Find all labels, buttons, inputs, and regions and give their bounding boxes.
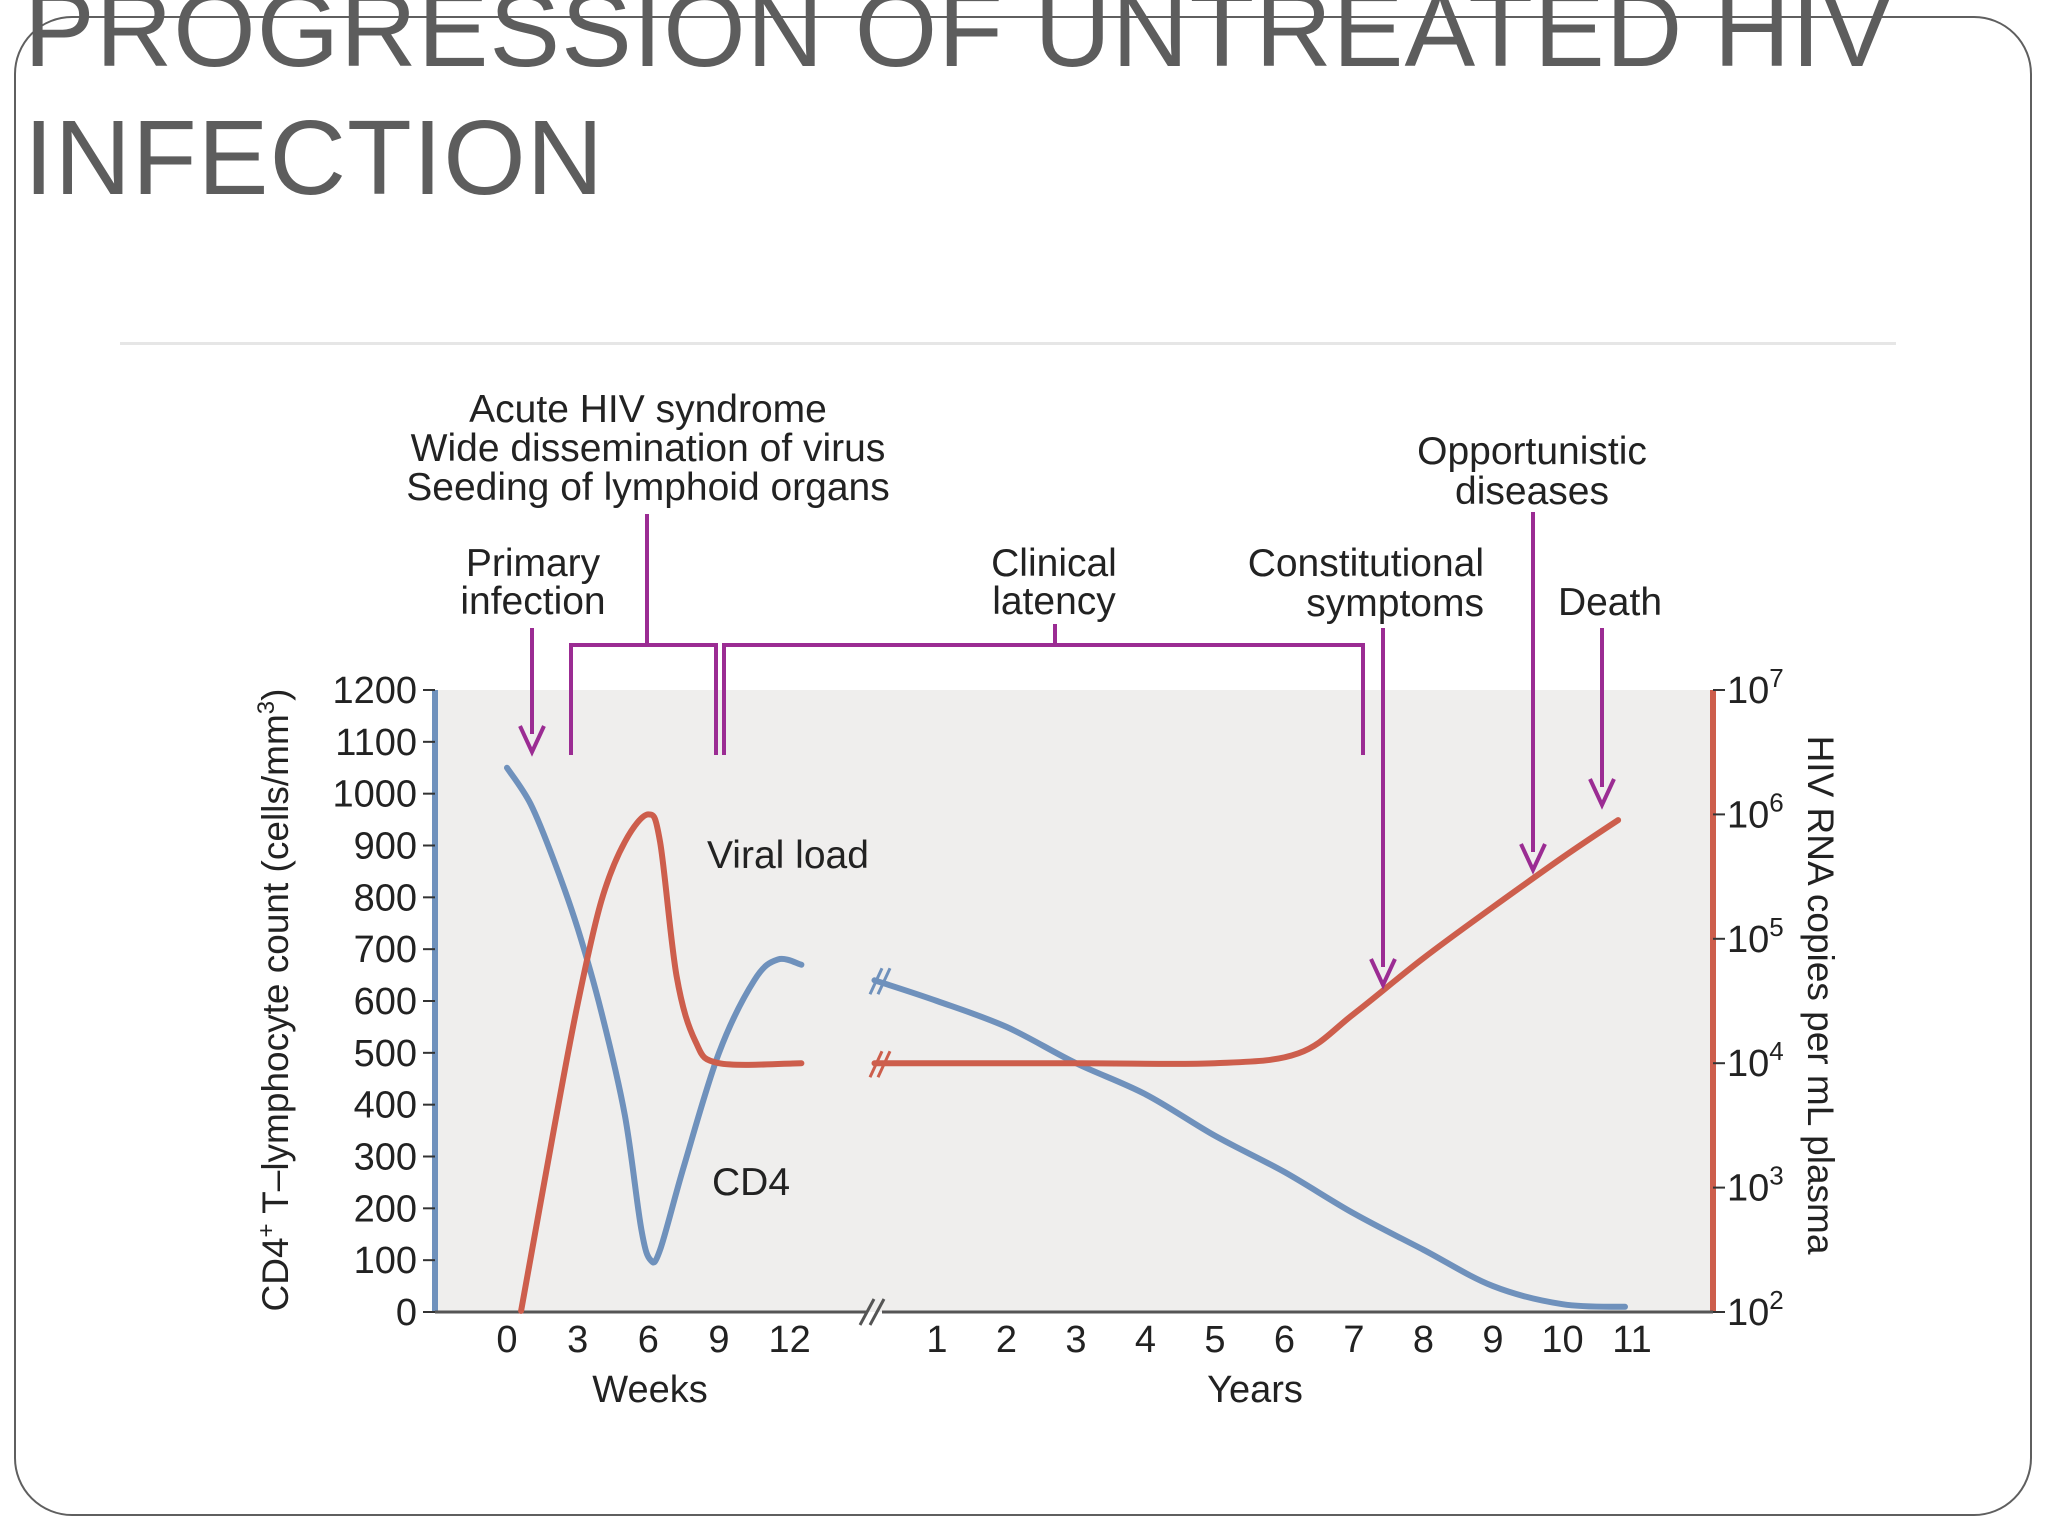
week-tick-label: 0 xyxy=(496,1319,517,1361)
annotation-latency-bracket xyxy=(722,643,1365,755)
right-tick-label: 104 xyxy=(1727,1036,1784,1085)
annotation-acute-text: Acute HIV syndrome xyxy=(469,388,827,431)
right-tick-label: 103 xyxy=(1727,1161,1784,1210)
left-tick-label: 1100 xyxy=(335,722,417,764)
slide-title: PROGRESSION OF UNTREATED HIV INFECTION xyxy=(24,0,1893,222)
annotation-opportunistic-arrow-head xyxy=(1519,843,1547,875)
curve-label-cd4: CD4 xyxy=(712,1161,790,1204)
year-tick-label: 9 xyxy=(1482,1319,1503,1361)
x-axis-label-years: Years xyxy=(1207,1369,1303,1411)
slide-title-line-1: PROGRESSION OF UNTREATED HIV xyxy=(24,0,1894,89)
annotation-constitutional-arrow-head xyxy=(1369,958,1397,990)
annotation-primary-text: infection xyxy=(460,580,605,623)
year-tick-label: 3 xyxy=(1065,1319,1086,1361)
left-tick-label: 1000 xyxy=(332,774,417,816)
left-axis-label: CD4+ T–lymphocyte count (cells/mm3) xyxy=(253,689,296,1312)
left-tick-label: 500 xyxy=(354,1033,417,1075)
axis-labels: Weeks Years CD4+ T–lymphocyte count (cells… xyxy=(253,689,1841,1412)
series-viral-load-weeks xyxy=(518,811,805,1314)
left-tick-label: 0 xyxy=(396,1292,417,1334)
right-tick-label: 107 xyxy=(1727,663,1784,712)
plot-background xyxy=(435,690,1713,1312)
annotation-acute-text: Wide dissemination of virus xyxy=(411,427,886,470)
left-tick-label: 100 xyxy=(354,1240,417,1282)
left-tick-label: 800 xyxy=(354,877,417,919)
annotation-constitutional-text: symptoms xyxy=(1306,582,1484,625)
curves xyxy=(504,764,1628,1314)
series-cd4-years xyxy=(871,977,1628,1310)
right-tick-label: 106 xyxy=(1727,787,1784,836)
annotation-latency-text: Clinical xyxy=(991,542,1117,585)
year-tick-label: 4 xyxy=(1135,1319,1156,1361)
slide-title-line-2: INFECTION xyxy=(24,99,605,217)
curve-break-mark xyxy=(868,1050,892,1078)
year-tick-label: 11 xyxy=(1612,1319,1651,1361)
left-tick-label: 400 xyxy=(354,1085,417,1127)
week-tick-label: 12 xyxy=(769,1319,811,1361)
annotation-primary-text: Primary xyxy=(466,542,601,585)
annotation-latency-text: latency xyxy=(992,580,1116,623)
title-divider xyxy=(120,342,1896,345)
year-tick-label: 10 xyxy=(1541,1319,1583,1361)
right-axis-label: HIV RNA copies per mL plasma xyxy=(1800,736,1841,1255)
year-tick-label: 6 xyxy=(1274,1319,1295,1361)
year-tick-label: 7 xyxy=(1343,1319,1364,1361)
right-tick-label: 105 xyxy=(1727,912,1784,961)
year-tick-label: 5 xyxy=(1204,1319,1225,1361)
series-cd4-weeks xyxy=(504,764,805,1266)
left-tick-label: 300 xyxy=(354,1137,417,1179)
x-axis-label-weeks: Weeks xyxy=(592,1369,707,1411)
x-axis-break-mark xyxy=(858,1298,886,1326)
annotation-primary-arrow-head xyxy=(518,725,546,757)
year-tick-label: 1 xyxy=(926,1319,947,1361)
left-tick-label: 200 xyxy=(354,1188,417,1230)
series-viral-load-years xyxy=(871,817,1622,1067)
annotation-death-text: Death xyxy=(1558,581,1662,624)
annotation-acute-text: Seeding of lymphoid organs xyxy=(406,466,889,509)
annotation-constitutional-text: Constitutional xyxy=(1248,542,1484,585)
annotation-opportunistic-text: Opportunistic xyxy=(1417,430,1647,473)
axes: 0100200300400500600700800900100011001200… xyxy=(332,663,1783,1361)
year-tick-label: 8 xyxy=(1413,1319,1434,1361)
left-tick-label: 600 xyxy=(354,981,417,1023)
right-tick-label: 102 xyxy=(1727,1285,1784,1334)
curve-break-mark xyxy=(868,967,892,995)
week-tick-label: 6 xyxy=(638,1319,659,1361)
left-tick-label: 1200 xyxy=(332,670,417,712)
annotation-opportunistic-text: diseases xyxy=(1455,470,1609,513)
annotation-acute-bracket xyxy=(569,643,718,755)
slide-frame xyxy=(14,16,2032,1516)
week-tick-label: 3 xyxy=(567,1319,588,1361)
left-tick-label: 700 xyxy=(354,929,417,971)
year-tick-label: 2 xyxy=(996,1319,1017,1361)
annotation-death-arrow-head xyxy=(1588,778,1616,810)
curve-label-viral-load: Viral load xyxy=(707,834,869,877)
week-tick-label: 9 xyxy=(708,1319,729,1361)
left-tick-label: 900 xyxy=(354,826,417,868)
